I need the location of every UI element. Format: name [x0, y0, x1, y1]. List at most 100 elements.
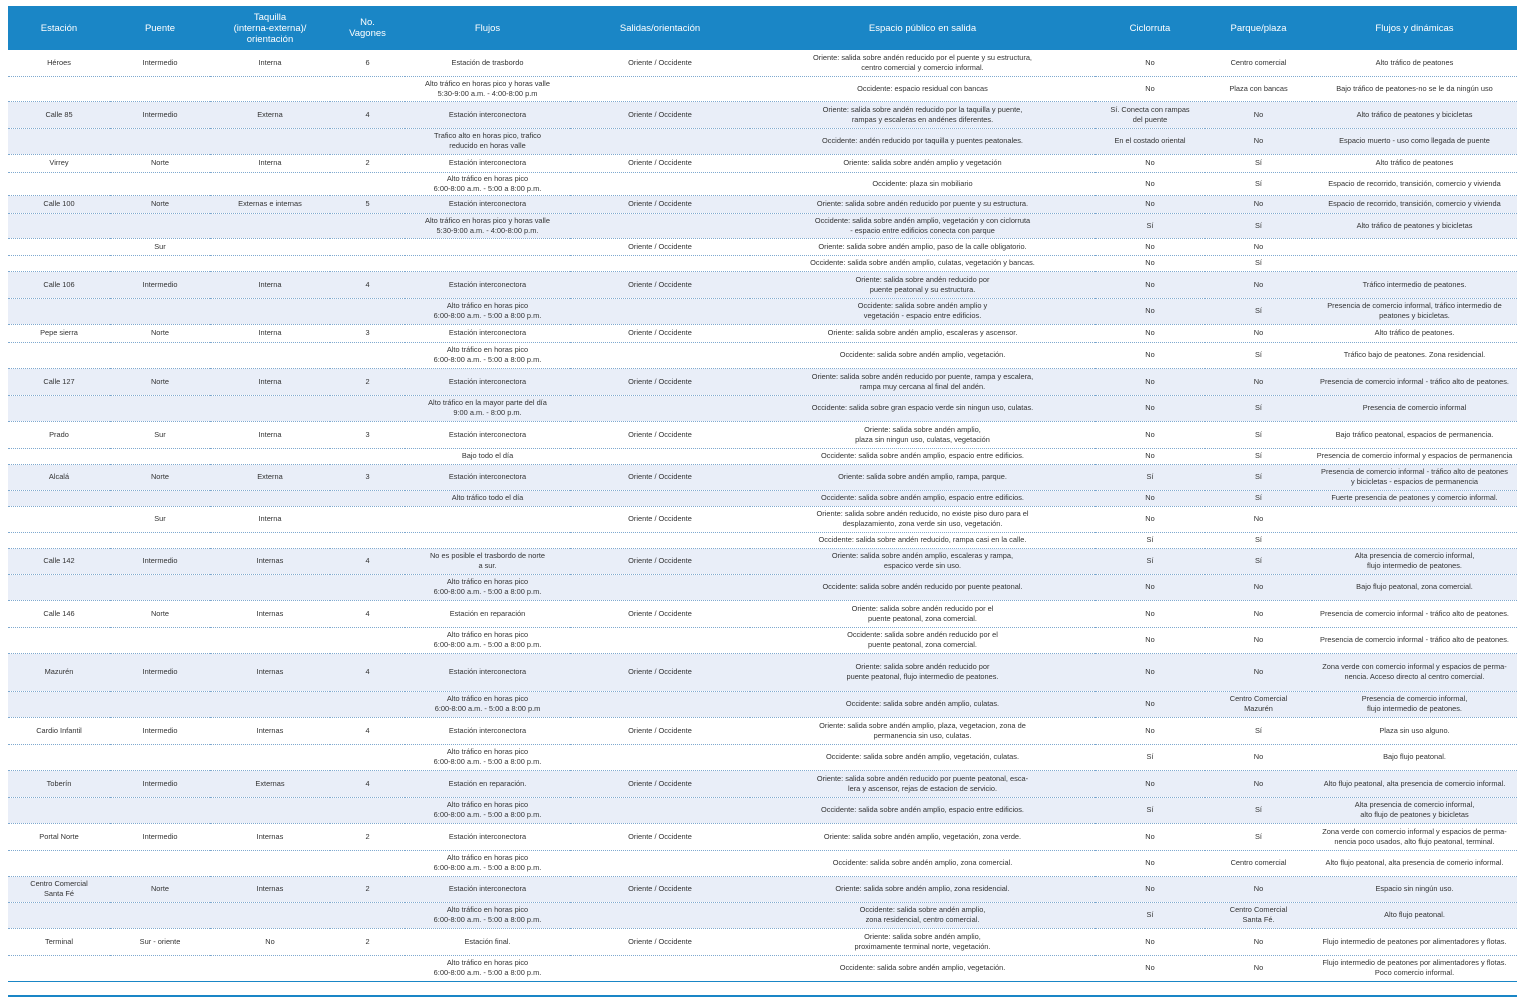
cell-dinamicas: Espacio muerto - uso como llegada de pue… [1312, 128, 1517, 155]
cell-salidas: Oriente / Occidente [570, 101, 750, 129]
cell-ciclorruta: Sí [1095, 532, 1205, 549]
cell-flujos: Estación en reparación. [405, 770, 570, 798]
cell-flujos: Estación interconectora [405, 154, 570, 173]
cell-vagones [330, 255, 405, 272]
cell-salidas [570, 955, 750, 982]
cell-flujos: Estación interconectora [405, 823, 570, 851]
cell-parque: Sí [1205, 532, 1312, 549]
cell-estacion [8, 850, 110, 877]
cell-espacio: Oriente: salida sobre andén amplio, esca… [750, 548, 1095, 575]
cell-puente: Norte [110, 464, 210, 491]
cell-flujos: Estación interconectora [405, 271, 570, 299]
cell-dinamicas: Presencia de comercio informal - tráfico… [1312, 464, 1517, 491]
table-row: Pepe sierra Norte Interna 3 Estación interco… [8, 324, 1517, 343]
cell-ciclorruta: No [1095, 195, 1205, 214]
cell-espacio: Occidente: salida sobre andén amplio, es… [750, 797, 1095, 824]
cell-ciclorruta: No [1095, 342, 1205, 369]
cell-estacion [8, 691, 110, 718]
cell-vagones [330, 448, 405, 465]
cell-puente: Intermedio [110, 271, 210, 299]
cell-vagones [330, 76, 405, 102]
cell-taquilla: Internas [210, 717, 330, 745]
cell-flujos: Estación interconectora [405, 464, 570, 491]
cell-estacion [8, 213, 110, 239]
header-puente: Puente [110, 6, 210, 50]
cell-taquilla [210, 902, 330, 929]
header-dinamicas: Flujos y dinámicas [1312, 6, 1517, 50]
cell-ciclorruta: No [1095, 255, 1205, 272]
table-row: Alto tráfico todo el día Occidente: salid… [8, 490, 1517, 507]
cell-estacion: Virrey [8, 154, 110, 173]
cell-salidas [570, 691, 750, 718]
cell-puente: Intermedio [110, 548, 210, 575]
cell-estacion: Mazurén [8, 653, 110, 692]
cell-espacio: Occidente: salida sobre gran espacio ver… [750, 395, 1095, 422]
cell-espacio: Occidente: salida sobre andén reducido p… [750, 574, 1095, 601]
cell-ciclorruta: Sí [1095, 797, 1205, 824]
cell-parque: Centro comercial [1205, 850, 1312, 877]
table-row: Calle 85 Intermedio Externa 4 Estación inter… [8, 101, 1517, 129]
cell-estacion: Toberín [8, 770, 110, 798]
table-row: Calle 142 Intermedio Internas 4 No es posibl… [8, 548, 1517, 575]
cell-puente [110, 128, 210, 155]
cell-taquilla: Interna [210, 368, 330, 396]
cell-taquilla [210, 955, 330, 982]
table-row: Alto tráfico en horas pico 6:00-8:00 a.m… [8, 298, 1517, 325]
cell-vagones: 3 [330, 421, 405, 449]
table-row: Héroes Intermedio Interna 6 Estación de tras… [8, 50, 1517, 77]
cell-vagones: 3 [330, 464, 405, 491]
cell-vagones: 6 [330, 50, 405, 77]
cell-flujos: Estación interconectora [405, 717, 570, 745]
cell-vagones: 4 [330, 653, 405, 692]
cell-salidas: Oriente / Occidente [570, 50, 750, 77]
cell-ciclorruta: No [1095, 50, 1205, 77]
cell-dinamicas: Alto flujo peatonal. [1312, 902, 1517, 929]
cell-taquilla [210, 238, 330, 256]
cell-taquilla [210, 213, 330, 239]
cell-puente [110, 490, 210, 507]
cell-flujos [405, 255, 570, 272]
cell-taquilla [210, 448, 330, 465]
cell-taquilla: Internas [210, 600, 330, 628]
cell-estacion: Prado [8, 421, 110, 449]
cell-vagones: 4 [330, 548, 405, 575]
cell-taquilla [210, 797, 330, 824]
cell-parque: Plaza con bancas [1205, 76, 1312, 102]
cell-espacio: Oriente: salida sobre andén amplio, vege… [750, 823, 1095, 851]
cell-ciclorruta: Sí [1095, 213, 1205, 239]
cell-vagones: 5 [330, 195, 405, 214]
cell-vagones: 4 [330, 770, 405, 798]
cell-flujos: Estación interconectora [405, 324, 570, 343]
cell-ciclorruta: No [1095, 238, 1205, 256]
cell-taquilla: Interna [210, 154, 330, 173]
cell-espacio: Oriente: salida sobre andén reducido por… [750, 271, 1095, 299]
cell-parque: Sí [1205, 548, 1312, 575]
cell-puente: Intermedio [110, 101, 210, 129]
cell-espacio: Occidente: plaza sin mobiliario [750, 172, 1095, 196]
cell-salidas: Oriente / Occidente [570, 506, 750, 533]
cell-salidas: Oriente / Occidente [570, 195, 750, 214]
cell-taquilla [210, 298, 330, 325]
cell-parque: Sí [1205, 342, 1312, 369]
cell-espacio: Occidente: salida sobre andén amplio, es… [750, 448, 1095, 465]
cell-espacio: Occidente: salida sobre andén amplio, zo… [750, 902, 1095, 929]
cell-espacio: Oriente: salida sobre andén reducido por… [750, 101, 1095, 129]
cell-puente [110, 255, 210, 272]
cell-espacio: Occidente: salida sobre andén amplio, cu… [750, 691, 1095, 718]
table-row: Trafico alto en horas pico, trafico redu… [8, 128, 1517, 155]
cell-ciclorruta: No [1095, 574, 1205, 601]
table-row: Toberín Intermedio Externas 4 Estación en re… [8, 770, 1517, 798]
cell-taquilla [210, 342, 330, 369]
cell-estacion: Calle 85 [8, 101, 110, 129]
cell-dinamicas: Espacio sin ningún uso. [1312, 876, 1517, 903]
table-row: Alto tráfico en horas pico 6:00-8:00 a.m… [8, 627, 1517, 654]
cell-dinamicas [1312, 532, 1517, 549]
cell-puente [110, 691, 210, 718]
cell-espacio: Oriente: salida sobre andén amplio, esca… [750, 324, 1095, 343]
cell-vagones [330, 691, 405, 718]
cell-estacion [8, 395, 110, 422]
cell-parque: Sí [1205, 395, 1312, 422]
cell-taquilla [210, 532, 330, 549]
cell-dinamicas: Flujo intermedio de peatones por aliment… [1312, 955, 1517, 982]
table-row: Calle 146 Norte Internas 4 Estación en repar… [8, 600, 1517, 628]
